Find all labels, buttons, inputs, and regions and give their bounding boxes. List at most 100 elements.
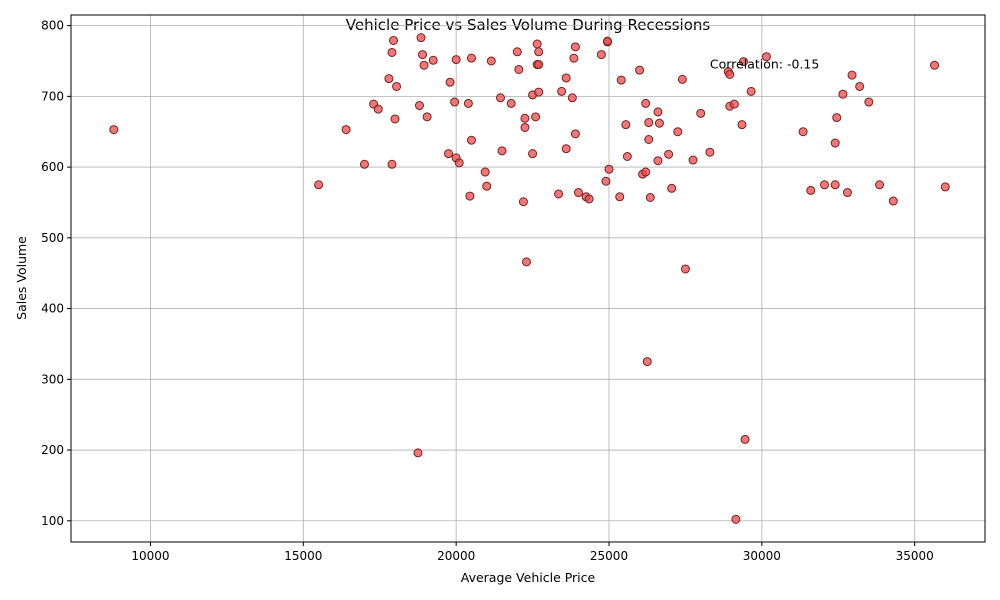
grid-lines xyxy=(71,15,985,542)
scatter-point xyxy=(387,47,397,57)
x-axis-label: Average Vehicle Price xyxy=(461,570,596,585)
y-tick-label: 400 xyxy=(41,302,64,316)
scatter-point xyxy=(359,159,369,169)
scatter-point xyxy=(622,151,632,161)
scatter-point xyxy=(798,127,808,137)
scatter-point xyxy=(615,192,625,202)
scatter-point xyxy=(569,53,579,63)
chart-title: Vehicle Price vs Sales Volume During Rec… xyxy=(346,16,711,34)
scatter-point xyxy=(422,112,432,122)
scatter-point xyxy=(688,155,698,165)
scatter-point xyxy=(602,36,612,46)
scatter-point xyxy=(518,197,528,207)
y-axis-ticks: 100 200 300 400 500 600 700 800 xyxy=(41,19,71,528)
scatter-point xyxy=(677,74,687,84)
scatter-point xyxy=(531,112,541,122)
scatter-point xyxy=(673,127,683,137)
scatter-point xyxy=(864,97,874,107)
scatter-point xyxy=(497,146,507,156)
scatter-point xyxy=(390,114,400,124)
scatter-point xyxy=(680,264,690,274)
scatter-point xyxy=(373,104,383,114)
y-tick-label: 300 xyxy=(41,372,64,386)
scatter-point xyxy=(830,180,840,190)
scatter-point xyxy=(654,118,664,128)
scatter-point xyxy=(584,194,594,204)
scatter-point xyxy=(653,107,663,117)
scatter-point xyxy=(739,57,749,67)
y-tick-label: 700 xyxy=(41,89,64,103)
correlation-annotation: Correlation: -0.15 xyxy=(710,57,819,72)
scatter-point xyxy=(392,81,402,91)
scatter-point xyxy=(820,180,830,190)
scatter-point xyxy=(486,56,496,66)
scatter-point xyxy=(534,60,544,70)
scatter-point xyxy=(418,50,428,60)
scatter-point xyxy=(855,81,865,91)
scatter-point xyxy=(534,87,544,97)
scatter-point xyxy=(520,113,530,123)
scatter-point xyxy=(737,120,747,130)
scatter-point xyxy=(601,176,611,186)
scatter-point xyxy=(746,86,756,96)
scatter-point xyxy=(832,113,842,123)
x-tick-label: 25000 xyxy=(590,549,628,563)
scatter-point xyxy=(653,156,663,166)
scatter-point xyxy=(806,185,816,195)
scatter-point xyxy=(554,189,564,199)
scatter-point xyxy=(387,159,397,169)
scatter-point xyxy=(642,357,652,367)
scatter-point xyxy=(705,147,715,157)
x-tick-label: 35000 xyxy=(896,549,934,563)
scatter-point xyxy=(621,120,631,130)
scatter-point xyxy=(930,60,940,70)
scatter-point xyxy=(635,65,645,75)
scatter-point xyxy=(512,47,522,57)
y-tick-label: 800 xyxy=(41,19,64,33)
scatter-point xyxy=(341,125,351,135)
scatter-point xyxy=(641,98,651,108)
scatter-point xyxy=(667,183,677,193)
scatter-point xyxy=(532,39,542,49)
scatter-point xyxy=(641,167,651,177)
scatter-point xyxy=(664,149,674,159)
scatter-point xyxy=(466,53,476,63)
scatter-point xyxy=(450,97,460,107)
y-tick-label: 100 xyxy=(41,514,64,528)
scatter-point xyxy=(480,167,490,177)
scatter-point xyxy=(466,135,476,145)
scatter-point xyxy=(838,89,848,99)
y-tick-label: 600 xyxy=(41,160,64,174)
scatter-point xyxy=(616,75,626,85)
scatter-point xyxy=(414,101,424,111)
scatter-point xyxy=(696,108,706,118)
scatter-point xyxy=(888,196,898,206)
scatter-point xyxy=(463,98,473,108)
scatter-point xyxy=(428,55,438,65)
scatter-point xyxy=(419,60,429,70)
y-tick-label: 500 xyxy=(41,231,64,245)
scatter-point xyxy=(561,73,571,83)
scatter-point xyxy=(731,514,741,524)
x-tick-label: 20000 xyxy=(437,549,475,563)
scatter-point xyxy=(644,134,654,144)
scatter-point xyxy=(842,188,852,198)
scatter-point xyxy=(445,77,455,87)
scatter-point xyxy=(596,50,606,60)
scatter-point xyxy=(413,448,423,458)
scatter-point xyxy=(534,47,544,57)
scatter-point xyxy=(314,180,324,190)
scatter-point xyxy=(482,181,492,191)
scatter-point xyxy=(570,129,580,139)
scatter-point xyxy=(454,158,464,168)
scatter-point xyxy=(940,182,950,192)
scatter-point xyxy=(830,138,840,148)
scatter-point xyxy=(644,118,654,128)
scatter-point xyxy=(520,122,530,132)
scatter-point xyxy=(514,64,524,74)
plot-frame xyxy=(70,14,986,543)
x-tick-label: 10000 xyxy=(131,549,169,563)
scatter-point xyxy=(740,434,750,444)
x-tick-label: 30000 xyxy=(743,549,781,563)
